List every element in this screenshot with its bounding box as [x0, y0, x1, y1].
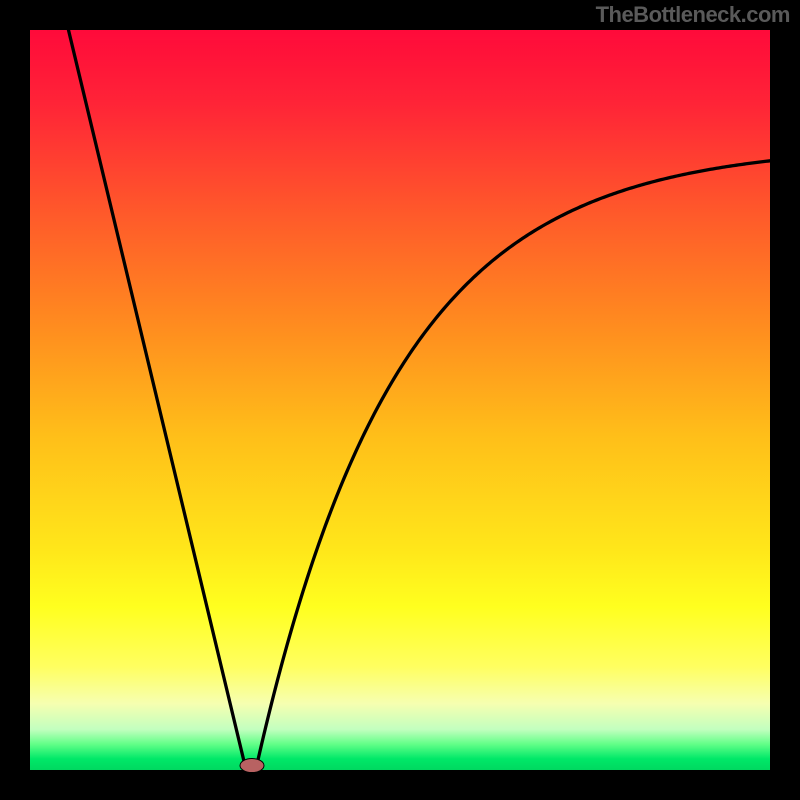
optimal-point-marker: [240, 759, 264, 773]
bottleneck-chart-svg: [0, 0, 800, 800]
chart-container: TheBottleneck.com: [0, 0, 800, 800]
watermark-text: TheBottleneck.com: [596, 2, 790, 28]
plot-area: [30, 30, 770, 770]
